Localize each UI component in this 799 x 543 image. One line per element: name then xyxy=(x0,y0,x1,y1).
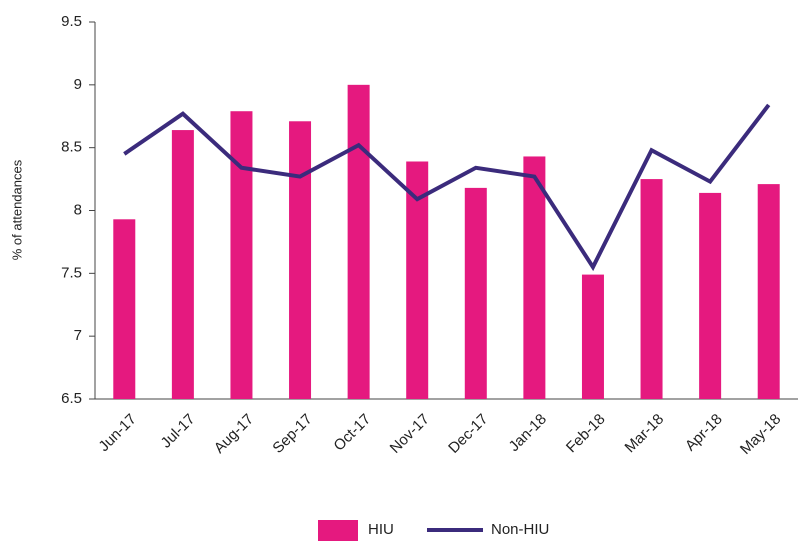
line xyxy=(123,103,771,272)
y-tick-label: 6.5 xyxy=(61,390,82,407)
bar xyxy=(406,161,429,399)
bar xyxy=(464,187,487,399)
x-tick-label: Feb-18 xyxy=(563,411,609,457)
y-tick-label: 9.5 xyxy=(61,13,82,30)
bar xyxy=(757,184,780,399)
bar xyxy=(230,111,253,400)
legend-label: Non-HIU xyxy=(491,521,549,538)
y-tick-label: 7 xyxy=(74,327,82,344)
legend-swatch xyxy=(318,520,358,541)
y-axis-label: % of attendances xyxy=(9,159,24,260)
bar xyxy=(640,179,663,399)
y-tick-label: 9 xyxy=(74,76,82,93)
x-tick-label: Nov-17 xyxy=(387,411,433,457)
bar xyxy=(523,156,546,399)
x-tick-label: Apr-18 xyxy=(682,411,726,455)
legend-label: HIU xyxy=(368,521,394,538)
bar xyxy=(581,274,604,399)
bar xyxy=(347,84,370,399)
x-tick-label: Jun-17 xyxy=(95,411,139,455)
y-tick-label: 7.5 xyxy=(61,264,82,281)
x-tick-label: Jul-17 xyxy=(158,411,199,452)
x-tick-label: May-18 xyxy=(737,411,784,458)
bar xyxy=(699,192,722,399)
bar xyxy=(171,130,194,399)
bar xyxy=(113,219,136,399)
x-tick-label: Mar-18 xyxy=(622,411,668,457)
x-tick-label: Sep-17 xyxy=(269,411,315,457)
bar xyxy=(289,121,312,399)
x-tick-label: Dec-17 xyxy=(445,411,491,457)
y-tick-label: 8 xyxy=(74,201,82,218)
x-tick-label: Jan-18 xyxy=(506,411,550,455)
x-tick-label: Oct-17 xyxy=(330,411,374,455)
x-tick-label: Aug-17 xyxy=(211,411,257,457)
y-tick-label: 8.5 xyxy=(61,139,82,156)
